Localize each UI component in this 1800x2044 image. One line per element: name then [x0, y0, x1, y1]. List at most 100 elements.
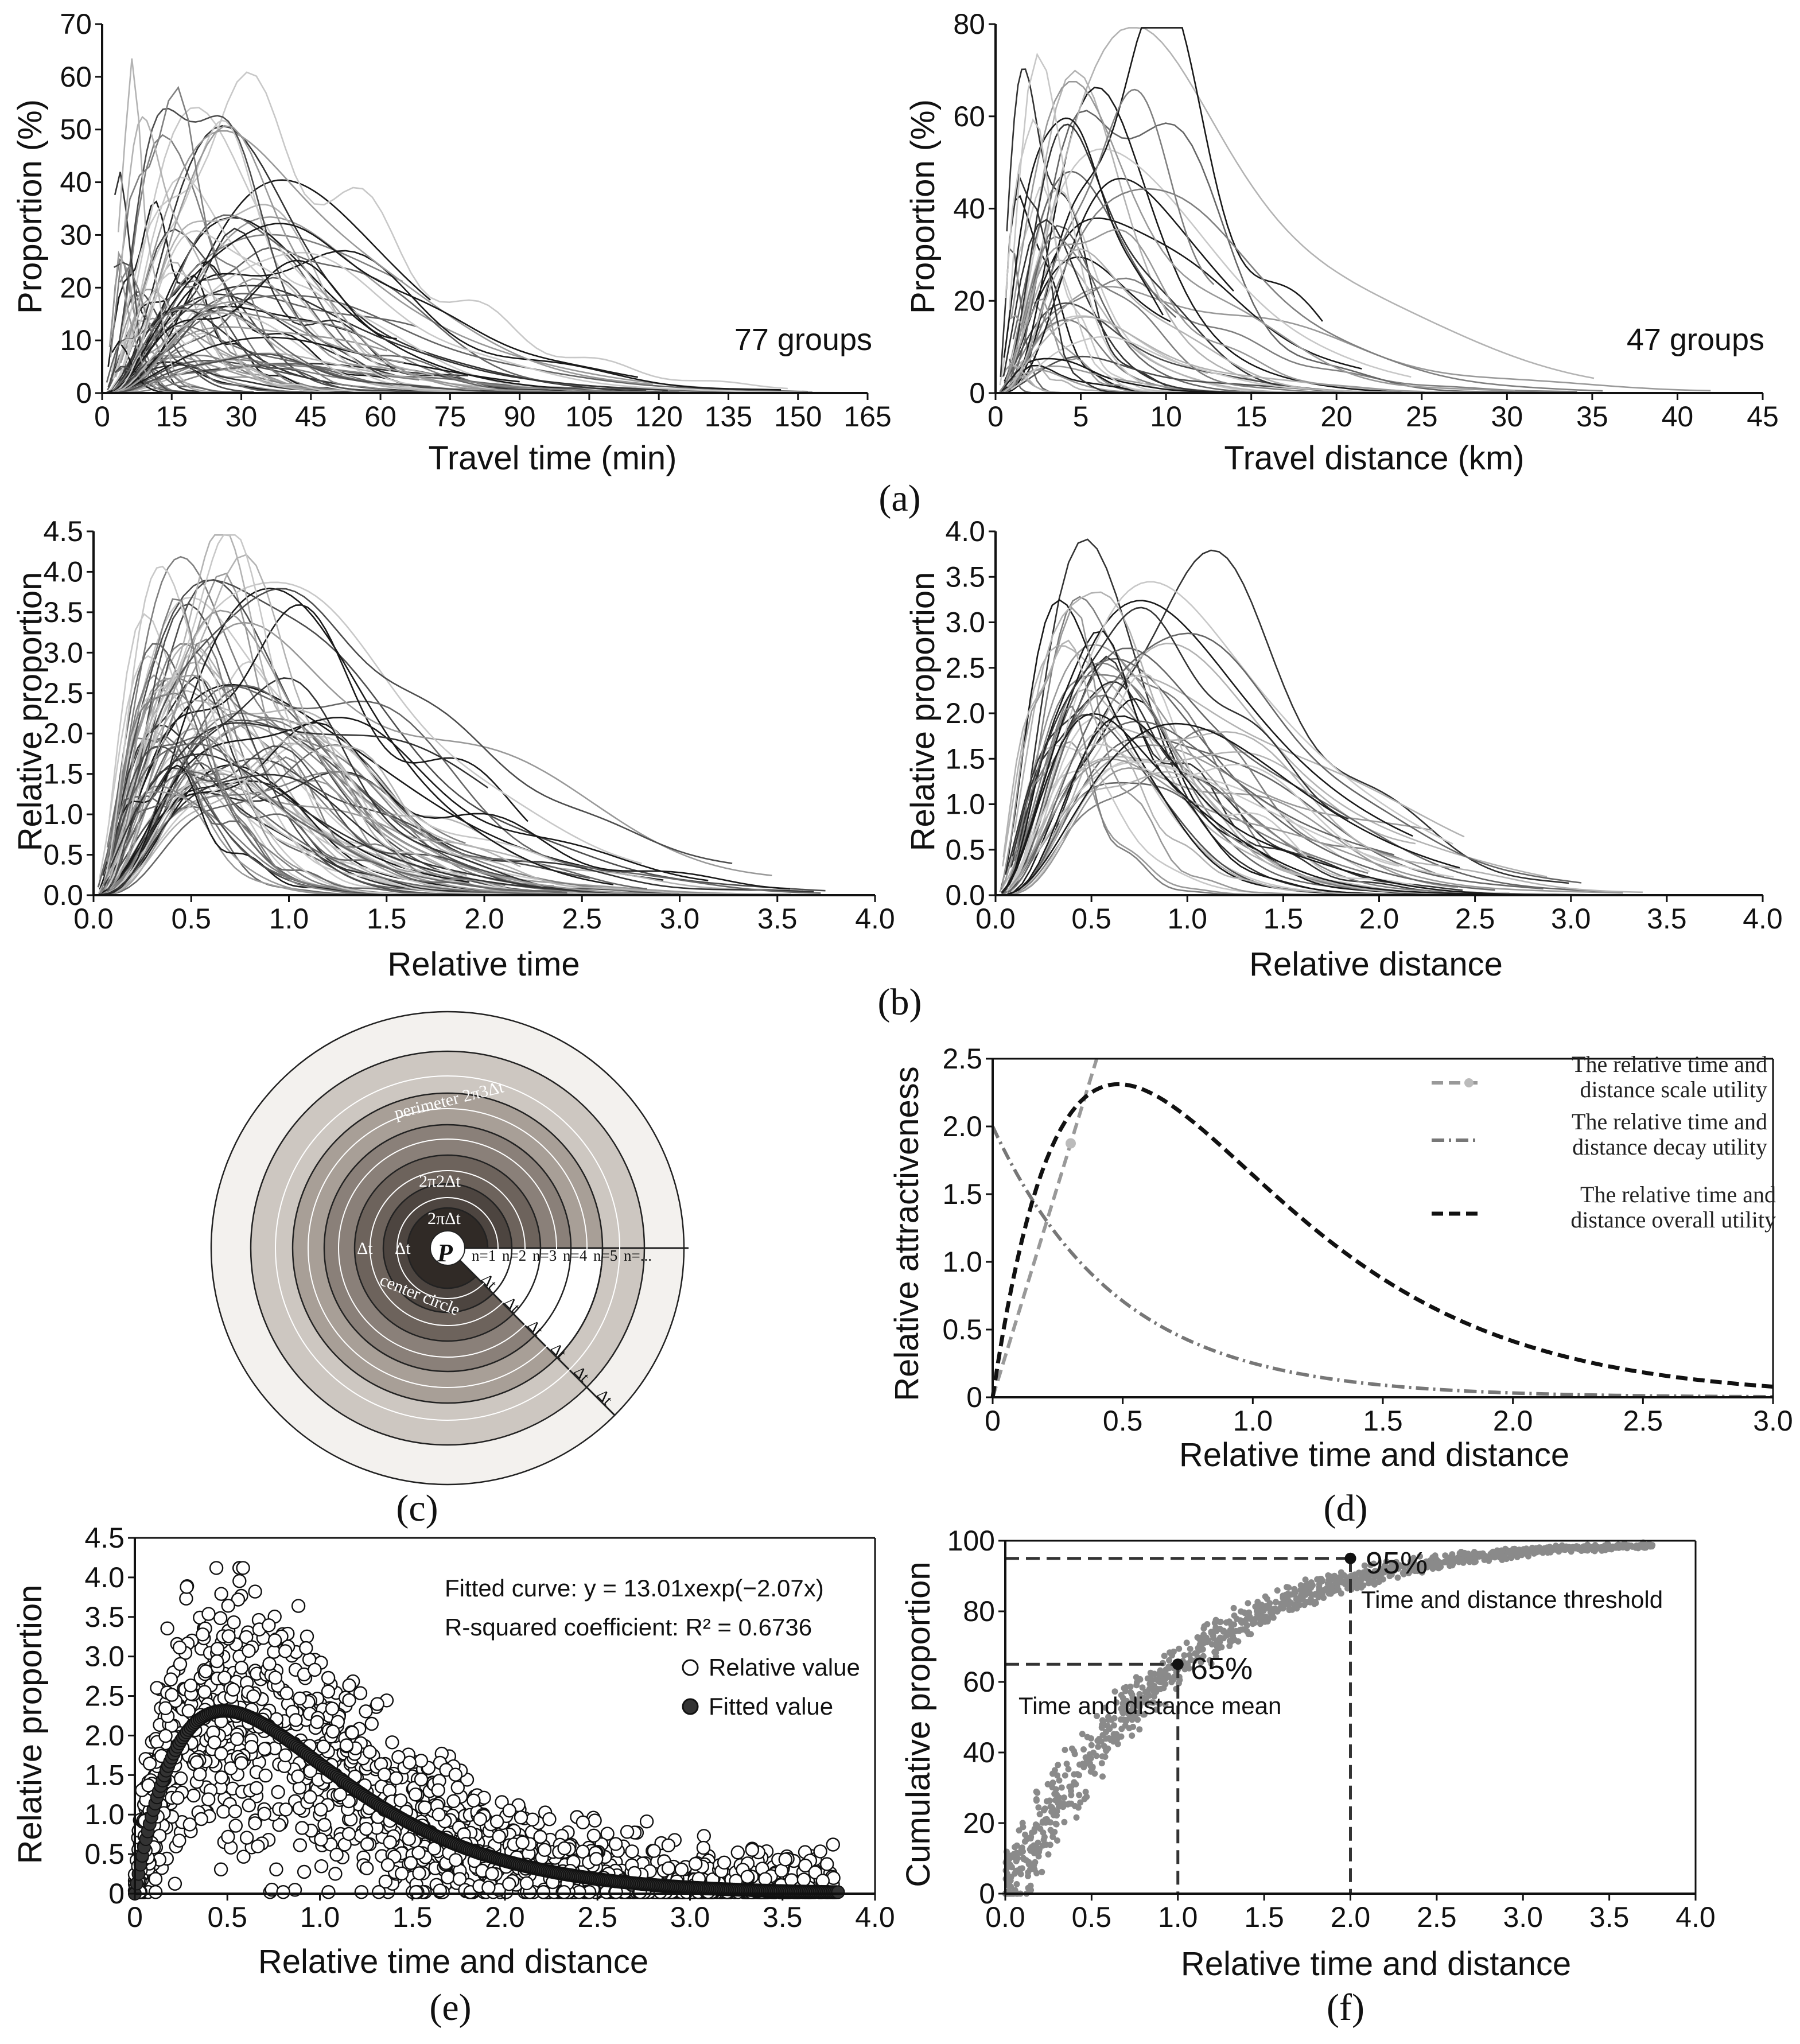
cumulative-point	[1018, 1865, 1025, 1872]
chart-b-relative-distance: 0.0 0.5 1.0 1.5 2.0 2.5 3.0 3.5 4.0 0.0 0.5 1.0 1.5 2…	[904, 515, 1783, 983]
cumulative-point	[1541, 1545, 1548, 1552]
cumulative-point	[1013, 1858, 1020, 1864]
cumulative-point	[1060, 1801, 1067, 1807]
x-tick-label: 165	[843, 401, 891, 433]
x-tick-label: 135	[705, 401, 752, 433]
cumulative-point	[1031, 1866, 1038, 1873]
relative-value-point	[661, 1838, 676, 1853]
relative-value-point	[272, 1817, 286, 1832]
relative-value-point	[196, 1627, 210, 1642]
x-tick-label: 2.0	[1493, 1405, 1533, 1437]
cumulative-point	[1122, 1709, 1129, 1716]
cumulative-point	[1377, 1567, 1383, 1573]
relative-value-point	[148, 1884, 163, 1899]
x-tick-label: 1.0	[1167, 903, 1207, 935]
relative-value-point	[537, 1843, 552, 1858]
y-tick-label: 0	[108, 1878, 125, 1910]
cumulative-point	[1432, 1560, 1439, 1566]
cumulative-point	[1055, 1762, 1062, 1769]
cumulative-point	[1573, 1543, 1580, 1550]
relative-value-point	[525, 1812, 540, 1827]
legend-decay-line2: distance decay utility	[1572, 1134, 1767, 1160]
cumulative-point	[1156, 1700, 1163, 1707]
group-series-line	[1002, 743, 1399, 892]
cumulative-point	[1063, 1761, 1070, 1767]
cumulative-point	[1499, 1552, 1506, 1559]
cumulative-point	[1362, 1568, 1369, 1575]
relative-value-point	[278, 1644, 293, 1658]
y-tick-label: 0.5	[84, 1838, 125, 1870]
relative-value-point	[431, 1783, 445, 1797]
x-tick-label: 25	[1406, 401, 1438, 433]
cumulative-point	[1370, 1560, 1377, 1567]
cumulative-point	[1371, 1581, 1378, 1588]
y-tick-label: 0.0	[945, 879, 985, 911]
x-tick-label: 45	[295, 401, 327, 433]
cumulative-point	[1076, 1792, 1083, 1798]
threshold-marker	[1344, 1552, 1356, 1564]
cumulative-point	[1058, 1784, 1065, 1791]
y-tick-label: 2.5	[945, 652, 985, 684]
cumulative-point	[1028, 1847, 1035, 1854]
y-tick-label: 1.0	[84, 1798, 125, 1831]
cumulative-point	[1149, 1699, 1155, 1706]
cumulative-point	[1161, 1676, 1168, 1682]
cumulative-point	[1228, 1622, 1235, 1629]
cumulative-point	[1051, 1790, 1058, 1797]
x-tick-label: 60	[364, 401, 396, 433]
legend-marker-relative	[682, 1659, 699, 1676]
relative-value-point	[267, 1633, 282, 1647]
x-tick-label: 30	[1491, 401, 1523, 433]
cumulative-point	[1351, 1571, 1358, 1578]
x-tick-label: 35	[1576, 401, 1608, 433]
cumulative-point	[1249, 1617, 1255, 1624]
cumulative-point	[1213, 1639, 1220, 1646]
fit-equation: Fitted curve: y = 13.01xexp(−2.07x)	[445, 1575, 824, 1602]
chart-a-travel-distance: 0 5 10 15 20 25 30 35 40 45 0 20 40 60 80 47 groups Tr…	[904, 8, 1779, 477]
cumulative-point	[1336, 1573, 1343, 1580]
x-tick-label: 2.0	[485, 1901, 525, 1933]
legend-overall-line1: The relative time and	[1580, 1182, 1776, 1207]
cumulative-point	[1196, 1635, 1203, 1642]
y-tick-label: 3.0	[43, 636, 83, 669]
group-series-line	[110, 736, 476, 895]
relative-value-point	[370, 1697, 384, 1711]
relative-value-point	[299, 1641, 313, 1656]
y-tick-label: 0.5	[942, 1314, 982, 1346]
relative-value-point	[236, 1849, 251, 1864]
cumulative-point	[1056, 1777, 1063, 1784]
cumulative-point	[1200, 1653, 1207, 1660]
group-series-line	[1007, 722, 1460, 895]
relative-value-point	[267, 1645, 281, 1659]
relative-value-point	[359, 1821, 374, 1836]
relative-value-point	[269, 1862, 283, 1876]
relative-value-point	[359, 1704, 373, 1719]
cumulative-point	[1065, 1766, 1072, 1773]
ring-index-label: n=4	[563, 1247, 588, 1264]
overall-utility-line	[990, 1082, 1774, 1398]
cumulative-point	[1293, 1596, 1300, 1603]
group-series-line	[117, 294, 808, 393]
cumulative-point	[1640, 1541, 1647, 1548]
y-tick-label: 80	[953, 8, 985, 40]
cumulative-point	[1278, 1600, 1284, 1607]
relative-value-point	[446, 1794, 461, 1809]
relative-value-point	[214, 1587, 228, 1601]
relative-value-point	[249, 1781, 264, 1796]
cumulative-point	[1458, 1549, 1464, 1555]
cumulative-point	[1099, 1773, 1106, 1780]
cumulative-point	[1151, 1670, 1158, 1677]
y-tick-label: 4.0	[43, 555, 83, 588]
group-series-line	[115, 247, 563, 393]
cumulative-point	[1166, 1657, 1172, 1664]
cumulative-point	[1066, 1800, 1072, 1807]
y-tick-label: 3.0	[945, 607, 985, 639]
x-tick-label: 40	[1662, 401, 1694, 433]
relative-value-point	[239, 1831, 254, 1845]
y-tick-label: 0.5	[945, 834, 985, 866]
cumulative-point	[1422, 1563, 1429, 1570]
relative-value-point	[321, 1670, 336, 1685]
relative-value-point	[345, 1726, 359, 1740]
relative-value-point	[214, 1770, 228, 1785]
